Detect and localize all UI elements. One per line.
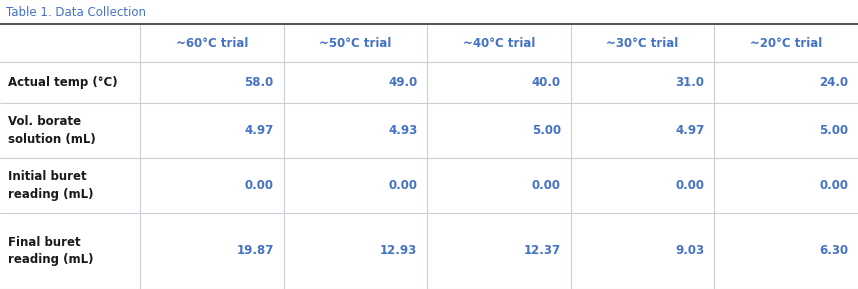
Text: 19.87: 19.87 xyxy=(236,244,274,257)
Text: ~30°C trial: ~30°C trial xyxy=(607,37,679,50)
Text: 58.0: 58.0 xyxy=(245,76,274,89)
Text: 40.0: 40.0 xyxy=(532,76,561,89)
Text: 0.00: 0.00 xyxy=(245,179,274,192)
Text: 12.93: 12.93 xyxy=(380,244,417,257)
Text: 49.0: 49.0 xyxy=(388,76,417,89)
Text: 12.37: 12.37 xyxy=(523,244,561,257)
Text: Vol. borate
solution (mL): Vol. borate solution (mL) xyxy=(8,115,96,146)
Text: 5.00: 5.00 xyxy=(532,124,561,137)
Text: ~60°C trial: ~60°C trial xyxy=(176,37,248,50)
Text: 24.0: 24.0 xyxy=(819,76,848,89)
Text: 5.00: 5.00 xyxy=(819,124,848,137)
Text: 0.00: 0.00 xyxy=(388,179,417,192)
Text: 4.93: 4.93 xyxy=(388,124,417,137)
Text: Table 1. Data Collection: Table 1. Data Collection xyxy=(6,6,146,19)
Text: Actual temp (°C): Actual temp (°C) xyxy=(8,76,118,89)
Text: Final buret
reading (mL): Final buret reading (mL) xyxy=(8,236,94,266)
Text: Initial buret
reading (mL): Initial buret reading (mL) xyxy=(8,170,94,201)
Text: 6.30: 6.30 xyxy=(819,244,848,257)
Text: 0.00: 0.00 xyxy=(675,179,704,192)
Text: ~40°C trial: ~40°C trial xyxy=(462,37,535,50)
Text: ~50°C trial: ~50°C trial xyxy=(319,37,391,50)
Text: 0.00: 0.00 xyxy=(532,179,561,192)
Text: 9.03: 9.03 xyxy=(675,244,704,257)
Text: 4.97: 4.97 xyxy=(675,124,704,137)
Text: ~20°C trial: ~20°C trial xyxy=(750,37,822,50)
Text: 0.00: 0.00 xyxy=(819,179,848,192)
Text: 4.97: 4.97 xyxy=(245,124,274,137)
Text: 31.0: 31.0 xyxy=(675,76,704,89)
